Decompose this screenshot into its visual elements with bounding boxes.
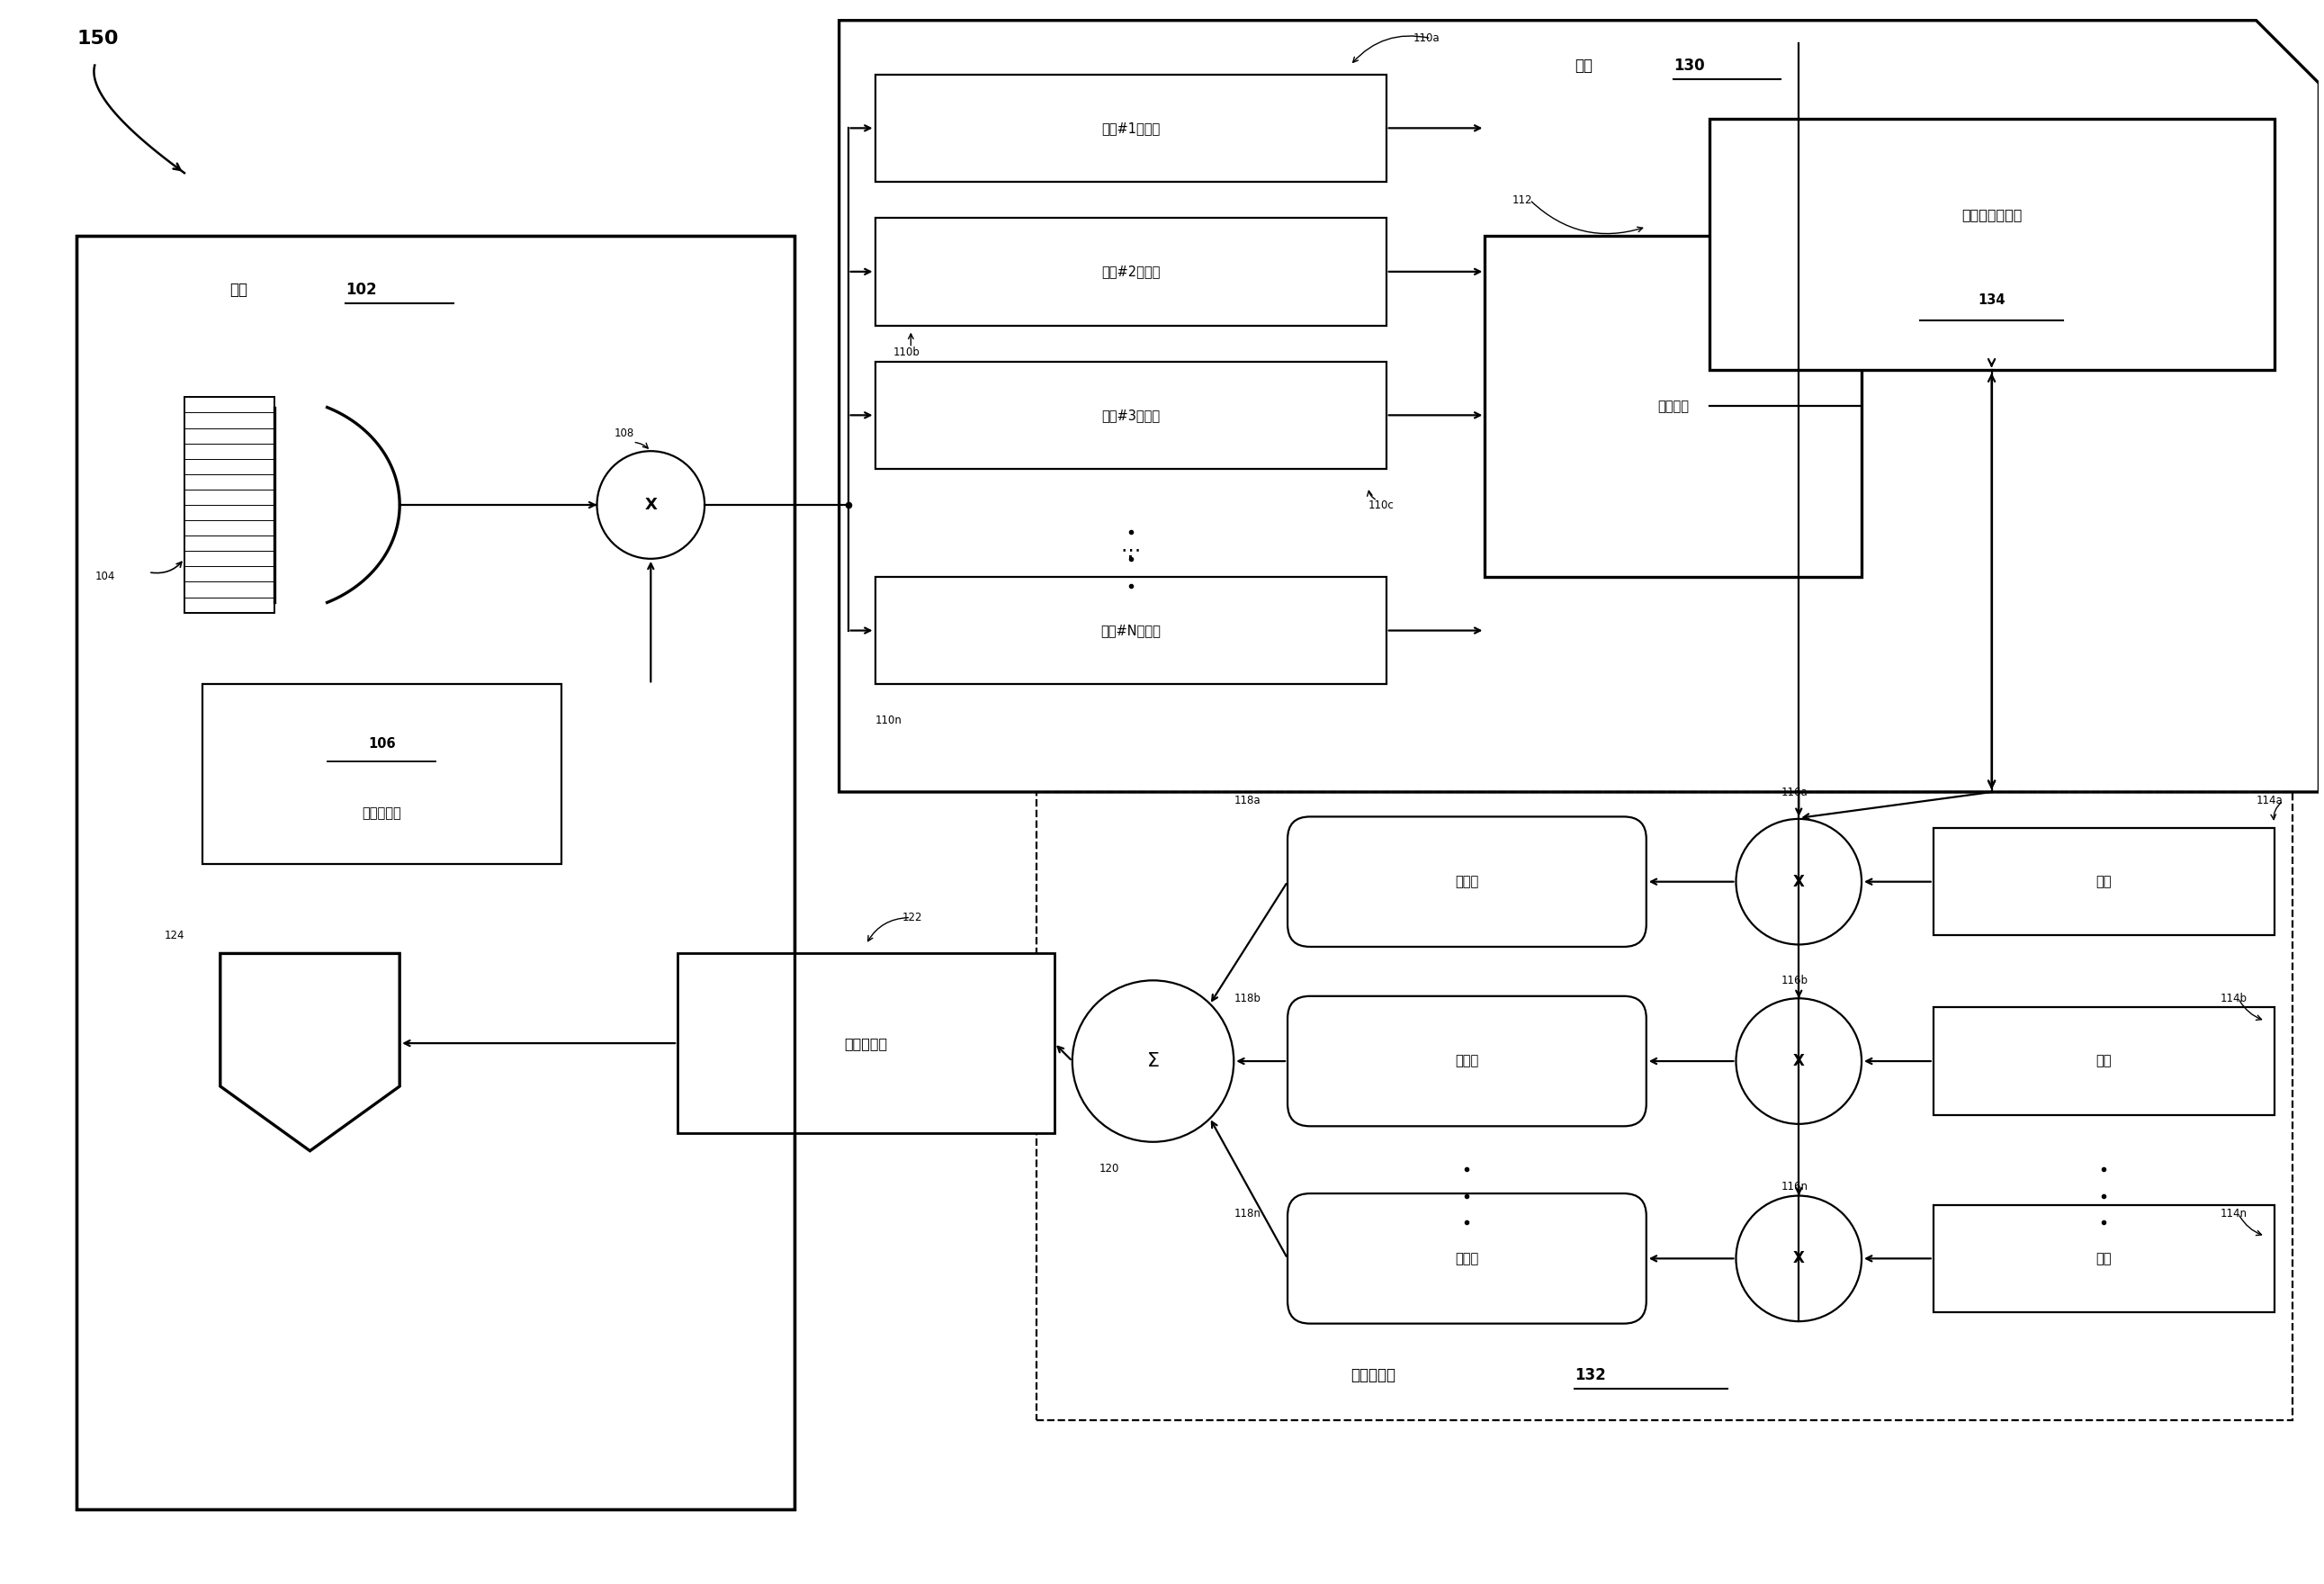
Text: X: X [644,497,658,513]
Text: 110a: 110a [1413,33,1441,44]
Circle shape [597,451,704,559]
Text: X: X [1794,1053,1803,1069]
Bar [184,398,274,613]
Text: 122: 122 [902,912,923,923]
Text: 104: 104 [95,570,114,583]
Text: 多线#2处理器: 多线#2处理器 [1102,265,1160,279]
Text: 116a: 116a [1780,786,1808,798]
Bar [1708,119,2275,371]
FancyBboxPatch shape [1287,996,1645,1126]
Bar [1934,828,2275,936]
Text: ·: · [1127,546,1134,572]
Bar [202,684,560,863]
Text: 112: 112 [1513,193,1532,206]
Text: 权重: 权重 [2096,1055,2113,1068]
Circle shape [1736,998,1862,1125]
Text: 110b: 110b [892,347,920,358]
FancyBboxPatch shape [1287,1193,1645,1324]
Text: 多线#N处理器: 多线#N处理器 [1102,624,1160,637]
Bar [1934,1007,2275,1115]
Text: 探头: 探头 [230,282,246,298]
Text: 延迟线: 延迟线 [1455,1251,1478,1266]
Bar [1485,236,1862,577]
Text: 116b: 116b [1780,974,1808,987]
Bar [876,74,1385,182]
Text: 114n: 114n [2219,1209,2247,1220]
Text: 多线#1处理器: 多线#1处理器 [1102,122,1160,135]
Text: 发射聚焦器: 发射聚焦器 [1350,1367,1394,1383]
Text: 116n: 116n [1780,1182,1808,1193]
Text: 124: 124 [165,930,184,941]
Text: 134: 134 [1978,293,2006,307]
Text: X: X [1794,874,1803,890]
Text: 118b: 118b [1234,993,1260,1004]
Text: 120: 120 [1099,1163,1120,1175]
Text: 主机: 主机 [1576,57,1592,73]
Text: 118a: 118a [1234,795,1260,806]
Bar [1037,792,2291,1419]
Text: 132: 132 [1576,1367,1606,1383]
Text: X: X [1794,1250,1803,1267]
Text: 延迟线: 延迟线 [1455,874,1478,889]
Bar [876,361,1385,469]
Text: 权重: 权重 [2096,874,2113,889]
Bar [876,577,1385,684]
Polygon shape [77,236,795,1510]
Text: 波束形成器: 波束形成器 [363,806,402,821]
Text: 150: 150 [77,30,119,48]
FancyBboxPatch shape [1287,817,1645,947]
Circle shape [1736,1196,1862,1321]
Text: 延迟线: 延迟线 [1455,1055,1478,1068]
Text: 权重: 权重 [2096,1251,2113,1266]
Text: 106: 106 [367,737,395,751]
Text: 130: 130 [1673,57,1703,73]
Polygon shape [839,21,2319,792]
Bar [876,219,1385,325]
Text: ⋯: ⋯ [1120,540,1141,559]
Text: 108: 108 [614,428,634,439]
Text: 114b: 114b [2219,993,2247,1004]
Text: 发射聚焦处理器: 发射聚焦处理器 [1961,208,2022,222]
Bar [679,954,1055,1133]
Text: 110c: 110c [1369,499,1394,510]
Text: 118n: 118n [1234,1209,1260,1220]
Text: 多线#3处理器: 多线#3处理器 [1102,409,1160,421]
Polygon shape [221,954,400,1152]
Text: Σ: Σ [1146,1052,1160,1071]
Text: 102: 102 [346,282,376,298]
Circle shape [1736,819,1862,944]
Circle shape [1071,980,1234,1142]
Text: 114a: 114a [2257,795,2282,806]
Text: 图像处理器: 图像处理器 [844,1036,888,1050]
Text: 110n: 110n [876,714,902,725]
Text: 线存储区: 线存储区 [1657,399,1690,413]
Bar [1934,1205,2275,1313]
